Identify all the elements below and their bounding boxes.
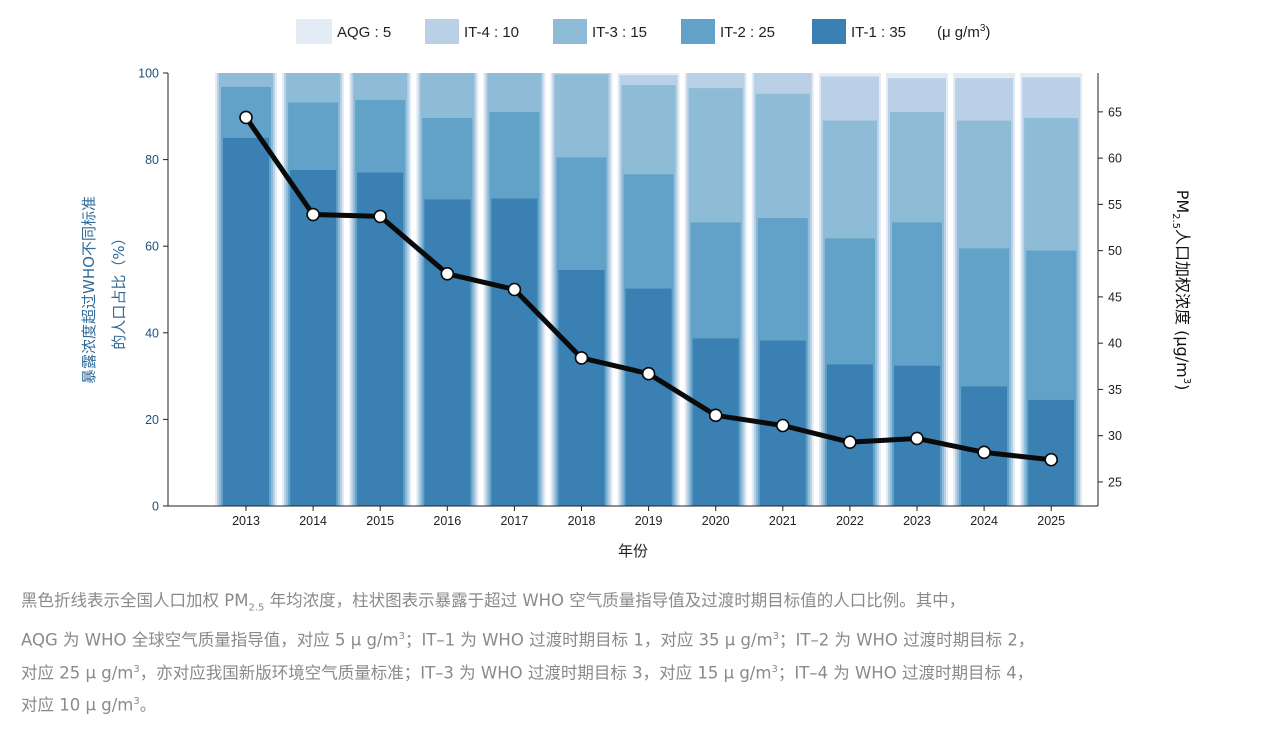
legend-label: IT-2 : 25	[720, 24, 775, 41]
bar-it-1-2018	[558, 270, 605, 506]
pm25-point-2024	[977, 445, 991, 460]
pm25-point-2014	[306, 207, 320, 222]
legend-item-it-2: IT-2 : 25	[681, 19, 775, 44]
chart-figure: AQG : 5 IT-4 : 10 IT-3 : 15 IT-2 : 25 IT-1 :…	[80, 19, 1192, 560]
bar-it-1-2020	[692, 338, 739, 506]
x-tick-label: 2024	[970, 514, 998, 528]
x-tick-label: 2014	[299, 514, 327, 528]
x-tick-label: 2025	[1037, 514, 1065, 528]
x-tick-label: 2020	[702, 514, 730, 528]
y-right-tick-label: 65	[1108, 105, 1122, 119]
x-tick-label: 2022	[836, 514, 864, 528]
y-right-tick-label: 50	[1108, 244, 1122, 258]
legend-label: AQG : 5	[337, 24, 391, 41]
bar-it-1-2019	[625, 288, 672, 506]
pm25-point-2017	[507, 282, 522, 297]
legend-unit: (μ g/m3)	[937, 23, 990, 41]
legend-label: IT-4 : 10	[464, 24, 519, 41]
y-left-tick-label: 100	[138, 67, 159, 81]
y-left-tick-label: 20	[145, 413, 159, 427]
y-right-tick-label: 40	[1108, 337, 1122, 351]
caption-line-3: 对应 25 μ g/m3，亦对应我国新版环境空气质量标准；IT–3 为 WHO …	[21, 663, 1034, 683]
y-axis-left-label-line1: 暴露浓度超过WHO不同标准	[80, 196, 98, 384]
pm25-point-2013	[239, 110, 253, 125]
legend-label: IT-1 : 35	[851, 24, 906, 41]
figure-caption: 黑色折线表示全国人口加权 PM2.5 年均浓度，柱状图表示暴露于超过 WHO 空…	[21, 586, 1266, 720]
y-right-tick-label: 45	[1108, 290, 1122, 304]
bar-it-1-2014	[290, 169, 337, 506]
caption-line-4: 对应 10 μ g/m3。	[21, 695, 157, 715]
y-right-tick-label: 35	[1108, 383, 1122, 397]
caption-line-1: 黑色折线表示全国人口加权 PM2.5 年均浓度，柱状图表示暴露于超过 WHO 空…	[21, 591, 966, 614]
pm25-point-2019	[641, 366, 656, 381]
pm25-point-2015	[373, 209, 388, 224]
x-axis-label: 年份	[618, 542, 648, 560]
x-tick-label: 2021	[769, 514, 797, 528]
pm25-point-2018	[574, 351, 589, 365]
x-tick-label: 2019	[635, 514, 663, 528]
x-tick-label: 2016	[433, 514, 461, 528]
bar-it-1-2017	[491, 198, 538, 506]
x-tick-label: 2015	[366, 514, 394, 528]
pm25-point-2023	[910, 431, 924, 446]
pm25-point-2016	[440, 266, 455, 281]
legend-swatch	[296, 19, 332, 44]
legend-swatch	[812, 19, 846, 44]
x-tick-label: 2018	[568, 514, 596, 528]
y-left-tick-label: 60	[145, 240, 159, 254]
x-tick-label: 2013	[232, 514, 260, 528]
y-left-tick-label: 0	[152, 500, 159, 514]
legend-item-aqg: AQG : 5	[296, 19, 391, 44]
y-right-tick-label: 30	[1108, 429, 1122, 443]
legend-label: IT-3 : 15	[592, 24, 647, 41]
y-right-tick-label: 60	[1108, 152, 1122, 166]
pm25-point-2025	[1044, 452, 1058, 467]
bar-group	[215, 73, 1083, 507]
x-tick-label: 2017	[500, 514, 528, 528]
bar-it-1-2013	[223, 137, 269, 506]
y-axis-right-label: PM2.5人口加权浓度 (μg/m3)	[1170, 190, 1192, 391]
pm25-point-2020	[708, 408, 723, 423]
bar-it-1-2016	[424, 199, 471, 506]
pm25-point-2022	[843, 435, 857, 449]
legend-item-it-3: IT-3 : 15	[553, 19, 647, 44]
y-left-tick-label: 40	[145, 326, 159, 340]
legend-item-it-1: IT-1 : 35	[812, 19, 906, 44]
y-right-tick-label: 25	[1108, 475, 1122, 489]
x-tick-label: 2023	[903, 514, 931, 528]
legend-swatch	[425, 19, 459, 44]
chart-axes: 0 20 40 60 80 100 25 30 35 40 45 50 55 60 65 2013 2014 20…	[138, 67, 1122, 529]
bar-it-1-2022	[826, 364, 873, 506]
legend-swatch	[681, 19, 715, 44]
y-right-tick-label: 55	[1108, 198, 1122, 212]
legend-item-it-4: IT-4 : 10	[425, 19, 519, 44]
chart-legend: AQG : 5 IT-4 : 10 IT-3 : 15 IT-2 : 25 IT-1 :…	[296, 19, 990, 44]
pm25-line-group	[239, 110, 1058, 467]
legend-swatch	[553, 19, 587, 44]
y-axis-left-label-line2: 的人口占比（%）	[110, 230, 128, 349]
caption-line-2: AQG 为 WHO 全球空气质量指导值，对应 5 μ g/m3；IT–1 为 W…	[21, 630, 1035, 650]
pm25-point-2021	[775, 418, 790, 433]
y-left-tick-label: 80	[145, 153, 159, 167]
